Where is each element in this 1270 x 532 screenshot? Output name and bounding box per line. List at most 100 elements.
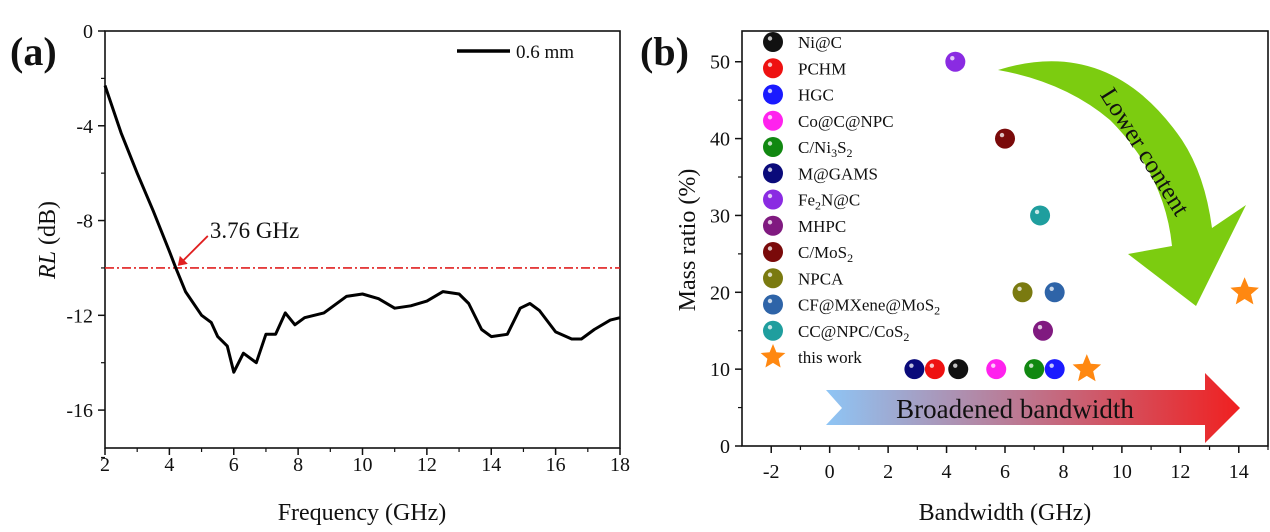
legend-item-co-c-npc: Co@C@NPC xyxy=(763,110,894,131)
series-line-0-6mm xyxy=(103,85,621,374)
data-point-hgc xyxy=(1044,359,1065,380)
legend-item-fe2n-c: Fe2N@C xyxy=(763,189,860,213)
legend-item-this-work: this work xyxy=(760,344,862,368)
y-axis-label: RL (dB) xyxy=(35,201,61,280)
y-tick-label: 20 xyxy=(710,282,730,304)
x-tick-label: 8 xyxy=(293,454,303,476)
y-tick-label: -12 xyxy=(66,305,93,327)
panel-b-chart: (b) Lower content Broadened bandwidth -2… xyxy=(640,29,1269,526)
legend-marker xyxy=(763,294,783,315)
y-tick-label: -4 xyxy=(76,116,93,138)
x-tick-label: 2 xyxy=(883,461,893,483)
data-point-this-work xyxy=(1230,277,1259,305)
annotation-arrowhead xyxy=(177,255,188,266)
legend-item-c-mos2: C/MoS2 xyxy=(763,242,853,265)
annotation-text: 3.76 GHz xyxy=(210,218,299,243)
y-tick-label: -8 xyxy=(76,211,93,233)
legend-marker xyxy=(763,242,783,262)
legend-label: NPCA xyxy=(798,269,844,288)
broadened-bandwidth-arrow xyxy=(826,373,1240,443)
legend-label: 0.6 mm xyxy=(516,42,574,63)
legend-label: HGC xyxy=(798,86,834,105)
legend-label: this work xyxy=(798,348,862,367)
y-tick-label: 10 xyxy=(710,359,730,381)
x-tick-label: 8 xyxy=(1058,461,1068,483)
x-tick-label: 10 xyxy=(1112,461,1132,483)
legend-label: Co@C@NPC xyxy=(798,112,894,131)
data-point-c-mos2 xyxy=(995,128,1015,149)
x-tick-label: 4 xyxy=(942,461,952,483)
x-tick-label: 14 xyxy=(1229,461,1249,483)
legend-item-m-gams: M@GAMS xyxy=(763,163,878,184)
x-tick-label: 2 xyxy=(100,454,110,476)
legend-label: MHPC xyxy=(798,217,846,236)
data-point-fe2n-c xyxy=(945,51,966,72)
data-point-co-c-npc xyxy=(986,359,1007,380)
legend-item-hgc: HGC xyxy=(763,84,834,105)
legend-label: PCHM xyxy=(798,59,846,78)
legend-marker xyxy=(763,110,783,131)
legend-item-mhpc: MHPC xyxy=(763,215,846,236)
x-tick-label: -2 xyxy=(763,461,780,483)
legend-item-pchm: PCHM xyxy=(763,58,846,79)
legend-label: CC@NPC/CoS2 xyxy=(798,322,909,344)
data-point-m-gams xyxy=(904,359,925,380)
legend-label: Ni@C xyxy=(798,33,842,52)
legend-marker xyxy=(763,189,783,210)
legend-item-cf-mxene-mos2: CF@MXene@MoS2 xyxy=(763,294,940,318)
data-point-npca xyxy=(1012,282,1033,303)
legend-marker xyxy=(763,84,783,105)
lower-content-arrow xyxy=(998,61,1246,306)
panel-a-frame xyxy=(104,30,621,449)
x-tick-label: 10 xyxy=(353,454,373,476)
data-point-mhpc xyxy=(1032,320,1053,341)
data-point-cf-mxene-mos2 xyxy=(1044,282,1065,303)
data-point-pchm xyxy=(924,359,945,380)
legend-marker xyxy=(763,320,783,341)
legend-marker xyxy=(760,344,786,368)
legend-item-c-ni3s2: C/Ni3S2 xyxy=(763,137,853,160)
data-point-ni-c xyxy=(948,359,969,380)
y-tick-label: 0 xyxy=(720,436,730,458)
legend-marker xyxy=(763,58,783,79)
broadened-bandwidth-label: Broadened bandwidth xyxy=(896,394,1134,424)
y-tick-label: 40 xyxy=(710,129,730,151)
legend-label: C/MoS2 xyxy=(798,243,853,265)
legend-label: M@GAMS xyxy=(798,164,878,183)
x-tick-label: 0 xyxy=(825,461,835,483)
y-axis-label: Mass ratio (%) xyxy=(675,169,701,312)
panel-b-label: (b) xyxy=(640,29,689,74)
x-tick-label: 4 xyxy=(164,454,174,476)
legend-marker xyxy=(763,32,783,52)
x-tick-label: 18 xyxy=(610,454,630,476)
legend-label: CF@MXene@MoS2 xyxy=(798,296,940,318)
x-tick-label: 12 xyxy=(1170,461,1190,483)
y-tick-label: 50 xyxy=(710,52,730,74)
legend-marker xyxy=(763,268,783,289)
legend-item-cc-npc-cos2: CC@NPC/CoS2 xyxy=(763,320,909,344)
x-axis-label: Frequency (GHz) xyxy=(278,500,447,526)
legend-marker xyxy=(763,215,783,236)
x-tick-label: 6 xyxy=(1000,461,1010,483)
y-tick-label: -16 xyxy=(66,400,93,422)
x-tick-label: 14 xyxy=(481,454,501,476)
panel-a-chart: (a) 2 4 6 8 10 12 14 16 18 0 -4 -8 -12 -16 3.76 GHz 0… xyxy=(10,21,630,526)
legend-label: Fe2N@C xyxy=(798,191,860,213)
legend-item-npca: NPCA xyxy=(763,268,844,289)
legend-marker xyxy=(763,137,783,157)
legend-label: C/Ni3S2 xyxy=(798,138,853,160)
legend-marker xyxy=(763,163,783,184)
x-axis-label: Bandwidth (GHz) xyxy=(919,500,1092,526)
x-tick-label: 6 xyxy=(229,454,239,476)
data-point-this-work xyxy=(1072,354,1102,382)
y-tick-label: 0 xyxy=(83,21,93,43)
x-tick-label: 16 xyxy=(546,454,566,476)
annotation-arrow xyxy=(181,235,209,263)
data-point-cc-npc-cos2 xyxy=(1030,205,1051,226)
x-tick-label: 12 xyxy=(417,454,437,476)
legend-item-ni-c: Ni@C xyxy=(763,32,842,52)
y-tick-label: 30 xyxy=(710,205,730,227)
data-point-c-ni3s2 xyxy=(1024,359,1045,380)
panel-a-label: (a) xyxy=(10,29,57,74)
